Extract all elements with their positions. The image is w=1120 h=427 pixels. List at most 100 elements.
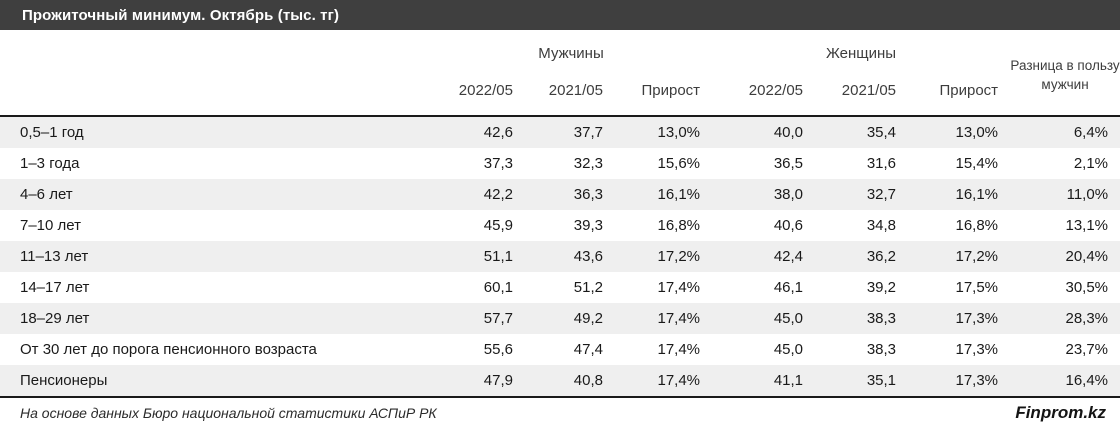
cell-women-2022: 45,0 bbox=[773, 341, 804, 358]
cell-difference: 16,4% bbox=[1010, 365, 1120, 398]
cell-men-growth: 17,4% bbox=[615, 365, 713, 398]
table-row: 7–10 лет 45,9 39,3 16,8% 40,6 34,8 16,8%… bbox=[0, 210, 1120, 241]
title-bar: Прожиточный минимум. Октябрь (тыс. тг) bbox=[0, 0, 1120, 30]
cell-women-2022: 36,5 bbox=[773, 155, 804, 172]
sub-header-women-2022: 2022/05 bbox=[712, 70, 816, 117]
cell-women-2021: 38,3 bbox=[866, 341, 897, 358]
table-row: 4–6 лет 42,2 36,3 16,1% 38,0 32,7 16,1% … bbox=[0, 179, 1120, 210]
cell-women-2021: 36,2 bbox=[866, 248, 897, 265]
cell-women-2022: 46,1 bbox=[773, 279, 804, 296]
cell-men-2021: 51,2 bbox=[573, 279, 603, 296]
cell-men-growth: 17,4% bbox=[657, 310, 701, 327]
cell-men-2022: 60,1 bbox=[483, 279, 513, 296]
cell-women-growth: 17,3% bbox=[955, 341, 999, 358]
source-note: На основе данных Бюро национальной стати… bbox=[20, 405, 437, 421]
row-label: 14–17 лет bbox=[20, 279, 90, 296]
cell-men-2021: 39,3 bbox=[573, 217, 603, 234]
table-row: 11–13 лет 51,1 43,6 17,2% 42,4 36,2 17,2… bbox=[0, 241, 1120, 272]
row-label: 4–6 лет bbox=[20, 186, 73, 203]
cell-women-2022: 38,0 bbox=[773, 186, 804, 203]
cell-men-growth: 13,0% bbox=[657, 124, 701, 141]
row-label: 0,5–1 год bbox=[20, 124, 84, 141]
sub-header-women-2021: 2021/05 bbox=[815, 70, 909, 117]
cell-difference: 28,3% bbox=[1065, 310, 1109, 327]
table-header: Мужчины Женщины Разница в пользу мужчин … bbox=[0, 30, 1120, 117]
sub-header-men-2021: 2021/05 bbox=[525, 70, 615, 117]
cell-women-2022: 45,0 bbox=[773, 310, 804, 327]
sub-header-men-2022: 2022/05 bbox=[430, 70, 525, 117]
cell-women-2021: 38,3 bbox=[866, 310, 897, 327]
cell-women-2021: 35,4 bbox=[866, 124, 897, 141]
cell-men-2021: 36,3 bbox=[573, 186, 603, 203]
corner-cell bbox=[0, 30, 430, 117]
cell-men-2021: 40,8 bbox=[525, 365, 615, 398]
cell-men-growth: 16,8% bbox=[657, 217, 701, 234]
cell-men-2021: 43,6 bbox=[573, 248, 603, 265]
cell-women-2022: 41,1 bbox=[712, 365, 816, 398]
cell-men-growth: 15,6% bbox=[657, 155, 701, 172]
column-group-women: Женщины bbox=[712, 30, 1011, 70]
table-row: 18–29 лет 57,7 49,2 17,4% 45,0 38,3 17,3… bbox=[0, 303, 1120, 334]
cell-men-2021: 37,7 bbox=[573, 124, 603, 141]
row-label: От 30 лет до порога пенсионного возраста bbox=[20, 341, 317, 358]
row-label: 7–10 лет bbox=[20, 217, 82, 234]
subsistence-minimum-table: Мужчины Женщины Разница в пользу мужчин … bbox=[0, 30, 1120, 398]
table-row: 0,5–1 год 42,6 37,7 13,0% 40,0 35,4 13,0… bbox=[0, 116, 1120, 148]
page-title: Прожиточный минимум. Октябрь (тыс. тг) bbox=[22, 6, 340, 24]
table-row: 1–3 года 37,3 32,3 15,6% 36,5 31,6 15,4%… bbox=[0, 148, 1120, 179]
cell-women-growth: 17,3% bbox=[955, 310, 999, 327]
cell-difference: 6,4% bbox=[1073, 124, 1109, 141]
cell-men-2022: 42,2 bbox=[483, 186, 513, 203]
cell-women-2022: 40,0 bbox=[773, 124, 804, 141]
cell-women-growth: 15,4% bbox=[955, 155, 999, 172]
cell-men-2022: 37,3 bbox=[483, 155, 513, 172]
cell-women-growth: 17,2% bbox=[955, 248, 999, 265]
cell-women-2021: 34,8 bbox=[866, 217, 897, 234]
cell-men-growth: 17,4% bbox=[657, 279, 701, 296]
cell-difference: 23,7% bbox=[1065, 341, 1109, 358]
column-header-difference: Разница в пользу мужчин bbox=[1010, 30, 1120, 117]
cell-women-2021: 31,6 bbox=[866, 155, 897, 172]
cell-men-2021: 49,2 bbox=[573, 310, 603, 327]
cell-women-2022: 40,6 bbox=[773, 217, 804, 234]
table-body: 0,5–1 год 42,6 37,7 13,0% 40,0 35,4 13,0… bbox=[0, 116, 1120, 398]
cell-difference: 11,0% bbox=[1066, 186, 1109, 203]
cell-men-2022: 47,9 bbox=[430, 365, 525, 398]
cell-men-2022: 45,9 bbox=[483, 217, 513, 234]
cell-men-2022: 55,6 bbox=[483, 341, 513, 358]
cell-men-2022: 42,6 bbox=[483, 124, 513, 141]
sub-header-women-growth: Прирост bbox=[908, 70, 1011, 117]
cell-women-2021: 32,7 bbox=[866, 186, 897, 203]
cell-difference: 30,5% bbox=[1065, 279, 1109, 296]
row-label: 1–3 года bbox=[20, 155, 80, 172]
cell-men-growth: 16,1% bbox=[657, 186, 701, 203]
row-label: 18–29 лет bbox=[20, 310, 90, 327]
brand-logo: Finprom.kz bbox=[1015, 403, 1106, 422]
cell-men-2022: 57,7 bbox=[483, 310, 513, 327]
column-group-men: Мужчины bbox=[430, 30, 713, 70]
cell-women-growth: 17,5% bbox=[955, 279, 999, 296]
cell-men-growth: 17,2% bbox=[657, 248, 701, 265]
table-row: Пенсионеры 47,9 40,8 17,4% 41,1 35,1 17,… bbox=[0, 365, 1120, 398]
cell-men-growth: 17,4% bbox=[657, 341, 701, 358]
sub-header-men-growth: Прирост bbox=[615, 70, 713, 117]
cell-women-growth: 13,0% bbox=[955, 124, 999, 141]
cell-men-2021: 32,3 bbox=[573, 155, 603, 172]
cell-difference: 20,4% bbox=[1065, 248, 1109, 265]
cell-difference: 13,1% bbox=[1065, 217, 1109, 234]
table-row: От 30 лет до порога пенсионного возраста… bbox=[0, 334, 1120, 365]
cell-men-2021: 47,4 bbox=[573, 341, 603, 358]
cell-women-2022: 42,4 bbox=[773, 248, 804, 265]
cell-women-growth: 17,3% bbox=[908, 365, 1011, 398]
cell-men-2022: 51,1 bbox=[483, 248, 513, 265]
cell-women-growth: 16,8% bbox=[955, 217, 999, 234]
row-label: Пенсионеры bbox=[0, 365, 430, 398]
cell-difference: 2,1% bbox=[1073, 155, 1109, 172]
cell-women-growth: 16,1% bbox=[955, 186, 999, 203]
row-label: 11–13 лет bbox=[20, 248, 89, 265]
cell-women-2021: 35,1 bbox=[815, 365, 909, 398]
cell-women-2021: 39,2 bbox=[866, 279, 897, 296]
table-row: 14–17 лет 60,1 51,2 17,4% 46,1 39,2 17,5… bbox=[0, 272, 1120, 303]
footer: На основе данных Бюро национальной стати… bbox=[0, 398, 1120, 427]
